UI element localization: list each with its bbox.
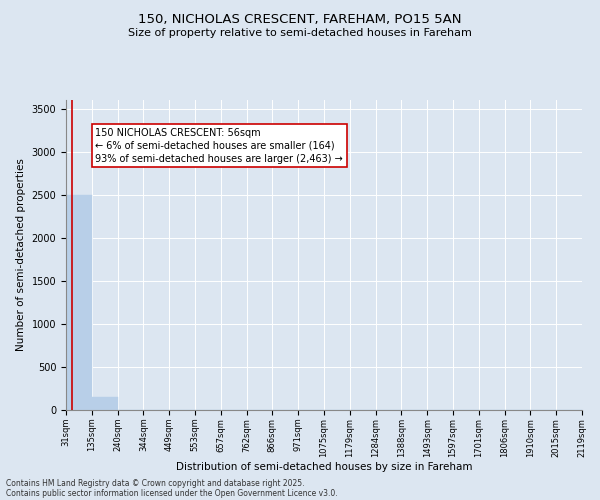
Text: Contains public sector information licensed under the Open Government Licence v3: Contains public sector information licen… xyxy=(6,488,338,498)
Text: 150 NICHOLAS CRESCENT: 56sqm
← 6% of semi-detached houses are smaller (164)
93% : 150 NICHOLAS CRESCENT: 56sqm ← 6% of sem… xyxy=(95,128,343,164)
X-axis label: Distribution of semi-detached houses by size in Fareham: Distribution of semi-detached houses by … xyxy=(176,462,472,472)
Text: Size of property relative to semi-detached houses in Fareham: Size of property relative to semi-detach… xyxy=(128,28,472,38)
Y-axis label: Number of semi-detached properties: Number of semi-detached properties xyxy=(16,158,26,352)
Text: Contains HM Land Registry data © Crown copyright and database right 2025.: Contains HM Land Registry data © Crown c… xyxy=(6,478,305,488)
Bar xyxy=(66,194,92,410)
Text: 150, NICHOLAS CRESCENT, FAREHAM, PO15 5AN: 150, NICHOLAS CRESCENT, FAREHAM, PO15 5A… xyxy=(138,12,462,26)
Bar xyxy=(92,397,118,410)
